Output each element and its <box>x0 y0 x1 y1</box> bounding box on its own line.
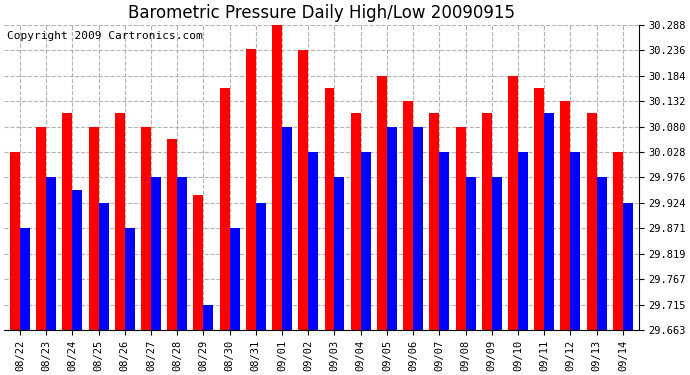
Bar <box>20 228 30 330</box>
Bar <box>36 126 46 330</box>
Title: Barometric Pressure Daily High/Low 20090915: Barometric Pressure Daily High/Low 20090… <box>128 4 515 22</box>
Bar <box>246 48 256 330</box>
Bar <box>99 202 108 330</box>
Bar <box>403 101 413 330</box>
Bar <box>193 195 204 330</box>
Bar <box>387 126 397 330</box>
Bar <box>88 126 99 330</box>
Bar <box>597 177 607 330</box>
Bar <box>377 76 387 330</box>
Bar <box>518 152 528 330</box>
Bar <box>72 190 82 330</box>
Bar <box>115 113 125 330</box>
Bar <box>534 87 544 330</box>
Bar <box>544 113 554 330</box>
Bar <box>298 51 308 330</box>
Bar <box>571 152 580 330</box>
Bar <box>282 126 292 330</box>
Bar <box>613 152 623 330</box>
Text: Copyright 2009 Cartronics.com: Copyright 2009 Cartronics.com <box>8 31 203 41</box>
Bar <box>586 113 597 330</box>
Bar <box>508 76 518 330</box>
Bar <box>455 126 466 330</box>
Bar <box>204 304 213 330</box>
Bar <box>351 113 361 330</box>
Bar <box>256 202 266 330</box>
Bar <box>10 152 20 330</box>
Bar <box>125 228 135 330</box>
Bar <box>177 177 187 330</box>
Bar <box>324 87 335 330</box>
Bar <box>151 177 161 330</box>
Bar <box>492 177 502 330</box>
Bar <box>413 126 423 330</box>
Bar <box>361 152 371 330</box>
Bar <box>46 177 56 330</box>
Bar <box>308 152 318 330</box>
Bar <box>466 177 475 330</box>
Bar <box>335 177 344 330</box>
Bar <box>62 113 72 330</box>
Bar <box>623 202 633 330</box>
Bar <box>141 126 151 330</box>
Bar <box>560 101 571 330</box>
Bar <box>440 152 449 330</box>
Bar <box>167 139 177 330</box>
Bar <box>482 113 492 330</box>
Bar <box>272 25 282 330</box>
Bar <box>230 228 239 330</box>
Bar <box>219 87 230 330</box>
Bar <box>429 113 440 330</box>
